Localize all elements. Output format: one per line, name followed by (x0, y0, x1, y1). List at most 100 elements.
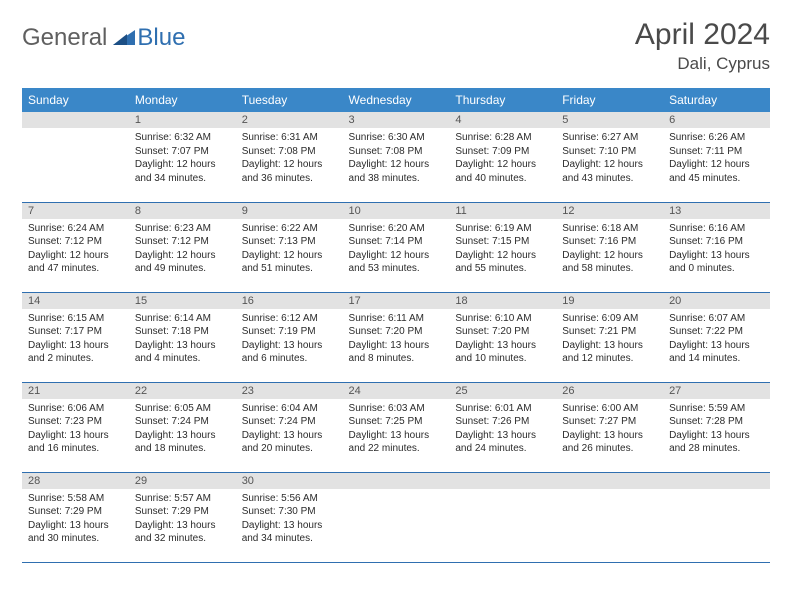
daylight-text-1: Daylight: 13 hours (349, 339, 444, 353)
sunrise-text: Sunrise: 5:58 AM (28, 492, 123, 506)
sunset-text: Sunset: 7:27 PM (562, 415, 657, 429)
sunset-text: Sunset: 7:08 PM (349, 145, 444, 159)
logo-text-blue: Blue (137, 24, 185, 52)
daylight-text-2: and 20 minutes. (242, 442, 337, 456)
day-number: 1 (129, 112, 236, 128)
sunrise-text: Sunrise: 6:22 AM (242, 222, 337, 236)
daylight-text-1: Daylight: 13 hours (669, 249, 764, 263)
sunrise-text: Sunrise: 6:30 AM (349, 131, 444, 145)
calendar-cell: 24Sunrise: 6:03 AMSunset: 7:25 PMDayligh… (343, 382, 450, 472)
daylight-text-2: and 38 minutes. (349, 172, 444, 186)
day-number (663, 473, 770, 489)
sunset-text: Sunset: 7:24 PM (242, 415, 337, 429)
daylight-text-2: and 34 minutes. (242, 532, 337, 546)
day-number: 24 (343, 383, 450, 399)
day-number: 14 (22, 293, 129, 309)
calendar-cell (663, 472, 770, 562)
day-body: Sunrise: 6:04 AMSunset: 7:24 PMDaylight:… (236, 399, 343, 461)
daylight-text-2: and 51 minutes. (242, 262, 337, 276)
day-body: Sunrise: 6:30 AMSunset: 7:08 PMDaylight:… (343, 128, 450, 190)
sunset-text: Sunset: 7:22 PM (669, 325, 764, 339)
calendar-cell: 7Sunrise: 6:24 AMSunset: 7:12 PMDaylight… (22, 202, 129, 292)
day-number: 11 (449, 203, 556, 219)
daylight-text-2: and 26 minutes. (562, 442, 657, 456)
daylight-text-2: and 14 minutes. (669, 352, 764, 366)
day-number: 3 (343, 112, 450, 128)
calendar-cell: 2Sunrise: 6:31 AMSunset: 7:08 PMDaylight… (236, 112, 343, 202)
daylight-text-1: Daylight: 12 hours (455, 249, 550, 263)
sunrise-text: Sunrise: 6:18 AM (562, 222, 657, 236)
day-number: 4 (449, 112, 556, 128)
day-body: Sunrise: 5:56 AMSunset: 7:30 PMDaylight:… (236, 489, 343, 551)
sunset-text: Sunset: 7:14 PM (349, 235, 444, 249)
sunset-text: Sunset: 7:24 PM (135, 415, 230, 429)
calendar-cell: 27Sunrise: 5:59 AMSunset: 7:28 PMDayligh… (663, 382, 770, 472)
daylight-text-1: Daylight: 13 hours (28, 429, 123, 443)
daylight-text-1: Daylight: 12 hours (669, 158, 764, 172)
calendar-table: Sunday Monday Tuesday Wednesday Thursday… (22, 88, 770, 563)
calendar-cell: 12 Sunrise: 6:18 AMSunset: 7:16 PMDayligh… (556, 202, 663, 292)
sunrise-text: Sunrise: 6:05 AM (135, 402, 230, 416)
sunset-text: Sunset: 7:11 PM (669, 145, 764, 159)
day-body: Sunrise: 5:57 AMSunset: 7:29 PMDaylight:… (129, 489, 236, 551)
sunrise-text: Sunrise: 6:31 AM (242, 131, 337, 145)
day-body: Sunrise: 6:23 AMSunset: 7:12 PMDaylight:… (129, 219, 236, 281)
sunrise-text: Sunrise: 5:56 AM (242, 492, 337, 506)
day-number: 16 (236, 293, 343, 309)
sunset-text: Sunset: 7:20 PM (455, 325, 550, 339)
daylight-text-2: and 22 minutes. (349, 442, 444, 456)
calendar-row: 28Sunrise: 5:58 AMSunset: 7:29 PMDayligh… (22, 472, 770, 562)
calendar-cell: 16Sunrise: 6:12 AMSunset: 7:19 PMDayligh… (236, 292, 343, 382)
calendar-cell: 15Sunrise: 6:14 AMSunset: 7:18 PMDayligh… (129, 292, 236, 382)
day-body (343, 489, 450, 549)
day-number (449, 473, 556, 489)
calendar-cell: 18Sunrise: 6:10 AMSunset: 7:20 PMDayligh… (449, 292, 556, 382)
day-body: Sunrise: 5:59 AMSunset: 7:28 PMDaylight:… (663, 399, 770, 461)
sunrise-text: Sunrise: 6:06 AM (28, 402, 123, 416)
daylight-text-1: Daylight: 13 hours (455, 339, 550, 353)
daylight-text-2: and 16 minutes. (28, 442, 123, 456)
day-number: 19 (556, 293, 663, 309)
day-header: Friday (556, 88, 663, 112)
day-number: 26 (556, 383, 663, 399)
calendar-cell: 29Sunrise: 5:57 AMSunset: 7:29 PMDayligh… (129, 472, 236, 562)
calendar-cell: 13Sunrise: 6:16 AMSunset: 7:16 PMDayligh… (663, 202, 770, 292)
sunrise-text: Sunrise: 6:12 AM (242, 312, 337, 326)
daylight-text-1: Daylight: 13 hours (669, 339, 764, 353)
daylight-text-1: Daylight: 13 hours (455, 429, 550, 443)
daylight-text-2: and 10 minutes. (455, 352, 550, 366)
day-number: 28 (22, 473, 129, 489)
day-number: 6 (663, 112, 770, 128)
day-number: 12 (556, 203, 663, 219)
sunset-text: Sunset: 7:29 PM (28, 505, 123, 519)
daylight-text-1: Daylight: 12 hours (562, 249, 657, 263)
sunset-text: Sunset: 7:12 PM (28, 235, 123, 249)
sunset-text: Sunset: 7:29 PM (135, 505, 230, 519)
sunrise-text: Sunrise: 6:20 AM (349, 222, 444, 236)
sunrise-text: Sunrise: 6:27 AM (562, 131, 657, 145)
day-body: Sunrise: 6:24 AMSunset: 7:12 PMDaylight:… (22, 219, 129, 281)
logo: General Blue (22, 24, 185, 52)
sunset-text: Sunset: 7:10 PM (562, 145, 657, 159)
daylight-text-1: Daylight: 12 hours (135, 249, 230, 263)
daylight-text-1: Daylight: 12 hours (242, 249, 337, 263)
daylight-text-1: Daylight: 13 hours (242, 429, 337, 443)
day-number: 2 (236, 112, 343, 128)
sunset-text: Sunset: 7:15 PM (455, 235, 550, 249)
sunrise-text: Sunrise: 6:04 AM (242, 402, 337, 416)
sunrise-text: Sunrise: 6:07 AM (669, 312, 764, 326)
sunset-text: Sunset: 7:30 PM (242, 505, 337, 519)
sunset-text: Sunset: 7:12 PM (135, 235, 230, 249)
calendar-cell: 22Sunrise: 6:05 AMSunset: 7:24 PMDayligh… (129, 382, 236, 472)
day-body: Sunrise: 6:06 AMSunset: 7:23 PMDaylight:… (22, 399, 129, 461)
daylight-text-1: Daylight: 13 hours (135, 339, 230, 353)
calendar-cell: 20Sunrise: 6:07 AMSunset: 7:22 PMDayligh… (663, 292, 770, 382)
day-body (22, 128, 129, 188)
day-number: 23 (236, 383, 343, 399)
header: General Blue April 2024 Dali, Cyprus (22, 18, 770, 74)
daylight-text-2: and 36 minutes. (242, 172, 337, 186)
calendar-cell: 9Sunrise: 6:22 AMSunset: 7:13 PMDaylight… (236, 202, 343, 292)
sunset-text: Sunset: 7:16 PM (562, 235, 657, 249)
day-number (556, 473, 663, 489)
day-header-row: Sunday Monday Tuesday Wednesday Thursday… (22, 88, 770, 112)
